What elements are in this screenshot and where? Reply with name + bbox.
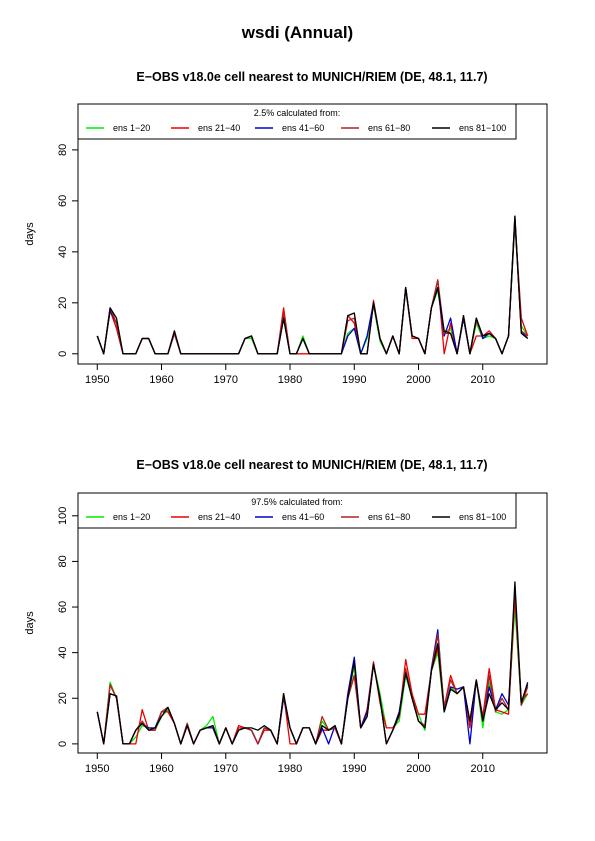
chart-bottom-x-axis: 1950 1960 1970 1980 1990 2000 2010: [85, 752, 495, 775]
chart-top-y-label: days: [24, 222, 36, 246]
chart-bottom-legend-title: 97.5% calculated from:: [251, 497, 343, 507]
chart-top-y-tick-label: 0: [57, 351, 69, 357]
chart-top-x-tick-label: 1990: [342, 374, 366, 386]
chart-bottom-y-tick-label: 40: [57, 647, 69, 659]
chart-bottom-x-tick-label: 1950: [85, 763, 109, 775]
chart-top-title: E−OBS v18.0e cell nearest to MUNICH/RIEM…: [136, 70, 487, 84]
chart-top-legend-label: ens 81−100: [459, 123, 506, 133]
chart-top-x-tick-label: 1970: [214, 374, 238, 386]
chart-bottom-x-tick-label: 1980: [278, 763, 302, 775]
chart-bottom-x-tick-label: 1970: [214, 763, 238, 775]
chart-bottom-series-line-2: [96, 597, 529, 745]
chart-top-plot-area: [96, 215, 529, 355]
chart-bottom-series-line-5: [96, 581, 529, 745]
chart-top-y-tick-label: 80: [57, 144, 69, 156]
chart-top-x-tick-label: 1960: [149, 374, 173, 386]
chart-top-series-line-4: [96, 215, 529, 355]
chart-top-legend-label: ens 21−40: [198, 123, 240, 133]
chart-bottom-x-tick-label: 1960: [149, 763, 173, 775]
chart-top-x-axis: 1950 1960 1970 1980 1990 2000 2010: [85, 363, 495, 386]
chart-top-legend-label: ens 1−20: [113, 123, 150, 133]
page-title: wsdi (Annual): [241, 23, 353, 42]
chart-bottom-legend-label: ens 1−20: [113, 512, 150, 522]
chart-bottom: E−OBS v18.0e cell nearest to MUNICH/RIEM…: [24, 458, 548, 775]
chart-bottom-y-axis: 0 20 40 60 80 100: [57, 507, 79, 747]
chart-top-x-tick-label: 1950: [85, 374, 109, 386]
chart-bottom-plot-area: [96, 581, 529, 745]
chart-bottom-series-line-3: [96, 590, 529, 745]
chart-top-legend-title: 2.5% calculated from:: [254, 108, 341, 118]
chart-bottom-y-tick-label: 80: [57, 555, 69, 567]
chart-bottom-y-label: days: [24, 611, 36, 635]
chart-bottom-plot-frame: [77, 492, 548, 754]
chart-top: E−OBS v18.0e cell nearest to MUNICH/RIEM…: [24, 70, 548, 386]
chart-bottom-legend-label: ens 41−60: [282, 512, 324, 522]
chart-top-y-tick-label: 60: [57, 195, 69, 207]
chart-bottom-x-tick-label: 1990: [342, 763, 366, 775]
chart-top-legend: 2.5% calculated from: ens 1−20 ens 21−40 e…: [77, 103, 517, 140]
chart-bottom-x-tick-label: 2010: [471, 763, 495, 775]
chart-top-x-tick-label: 2010: [471, 374, 495, 386]
chart-bottom-legend-label: ens 21−40: [198, 512, 240, 522]
chart-bottom-x-tick-label: 2000: [406, 763, 430, 775]
chart-bottom-y-tick-label: 60: [57, 601, 69, 613]
chart-top-x-tick-label: 1980: [278, 374, 302, 386]
chart-bottom-series-line-1: [96, 606, 529, 745]
chart-bottom-legend-label: ens 61−80: [368, 512, 410, 522]
chart-bottom-series-line-4: [96, 594, 529, 745]
chart-bottom-legend-label: ens 81−100: [459, 512, 506, 522]
chart-bottom-y-tick-label: 0: [57, 741, 69, 747]
chart-bottom-legend: 97.5% calculated from: ens 1−20 ens 21−40…: [77, 492, 517, 529]
chart-top-series-line-1: [96, 223, 529, 355]
chart-top-y-tick-label: 40: [57, 246, 69, 258]
chart-top-legend-label: ens 61−80: [368, 123, 410, 133]
chart-top-legend-box: [77, 103, 517, 140]
chart-bottom-y-tick-label: 20: [57, 692, 69, 704]
chart-top-series-line-3: [96, 218, 529, 355]
chart-bottom-y-tick-label: 100: [57, 507, 69, 525]
chart-top-y-tick-label: 20: [57, 297, 69, 309]
chart-top-x-tick-label: 2000: [406, 374, 430, 386]
chart-bottom-legend-box: [77, 492, 517, 529]
chart-top-y-axis: 0 20 40 60 80: [57, 144, 79, 357]
chart-top-legend-label: ens 41−60: [282, 123, 324, 133]
chart-top-series-line-2: [96, 220, 529, 355]
chart-bottom-title: E−OBS v18.0e cell nearest to MUNICH/RIEM…: [136, 458, 487, 472]
chart-top-series-line-5: [96, 215, 529, 355]
